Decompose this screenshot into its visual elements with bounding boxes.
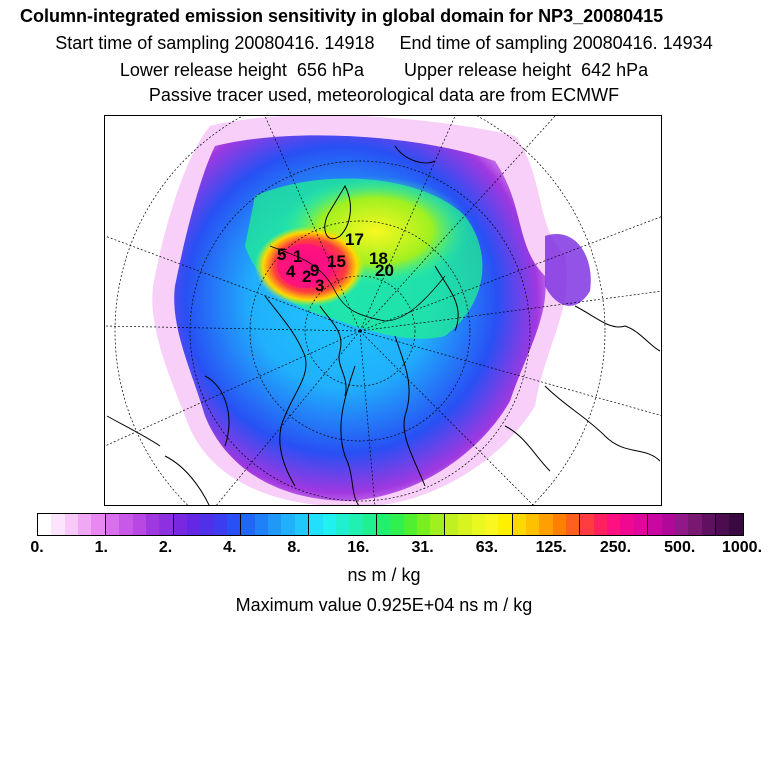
colorbar-swatch <box>633 514 649 535</box>
sensitivity-east-lobe <box>545 234 591 306</box>
colorbar-swatch <box>580 514 594 535</box>
colorbar-swatch <box>159 514 174 535</box>
sensitivity-max-core-inner <box>277 244 333 288</box>
colorbar-swatch <box>173 514 187 535</box>
colorbar-swatch <box>648 514 662 535</box>
colorbar-tick-label: 31. <box>411 539 434 556</box>
colorbar-swatch <box>105 514 120 535</box>
colorbar-swatch <box>729 514 743 535</box>
colorbar-swatch <box>701 514 716 535</box>
track-label: 15 <box>327 252 346 271</box>
colorbar-swatch <box>241 514 255 535</box>
graticule <box>105 116 661 505</box>
colorbar-swatch <box>674 514 689 535</box>
colorbar-swatch <box>78 514 92 535</box>
release-heights: Lower release height 656 hPa Upper relea… <box>119 60 649 80</box>
colorbar-swatch <box>349 514 363 535</box>
colorbar-tick-labels: 0. 1. 2. 4. 8. 16. 31. 63. 125. 250. 500. 1000. <box>0 539 768 559</box>
colorbar-swatch <box>715 514 730 535</box>
colorbar <box>37 513 744 536</box>
colorbar-tick-label: 63. <box>475 539 499 556</box>
maximum-value: Maximum value 0.925E+04 ns m / kg <box>235 595 533 615</box>
colorbar-swatch <box>145 514 160 535</box>
colorbar-swatch <box>254 514 269 535</box>
map-svg <box>105 116 661 505</box>
colorbar-swatch <box>417 514 431 535</box>
colorbar-swatch <box>227 514 242 535</box>
tracer-info: Passive tracer used, meteorological data… <box>148 85 620 105</box>
colorbar-swatch <box>309 514 323 535</box>
colorbar-swatch <box>403 514 418 535</box>
colorbar-swatch <box>186 514 201 535</box>
colorbar-swatch <box>294 514 310 535</box>
colorbar-swatch <box>444 514 459 535</box>
colorbar-swatch <box>64 514 79 535</box>
track-label: 1 <box>293 247 303 266</box>
track-label: 17 <box>345 230 364 249</box>
colorbar-tick-label: 4. <box>223 539 237 556</box>
track-label: 20 <box>375 261 394 280</box>
track-label: 4 <box>286 262 296 281</box>
colorbar-tick-label: 1. <box>94 539 108 556</box>
colorbar-tick-label: 500. <box>664 539 696 556</box>
colorbar-swatch <box>200 514 214 535</box>
track-label: 2 <box>302 267 312 286</box>
colorbar-swatch <box>688 514 702 535</box>
colorbar-swatch <box>119 514 133 535</box>
colorbar-swatch <box>362 514 377 535</box>
colorbar-swatch <box>91 514 106 535</box>
colorbar-tick-label: 1000. <box>721 539 763 556</box>
coastlines <box>106 145 661 505</box>
colorbar-swatch <box>471 514 485 535</box>
track-label: 18 <box>369 249 388 268</box>
track-label: 3 <box>315 276 325 295</box>
colorbar-swatch <box>566 514 581 535</box>
sampling-times: Start time of sampling 20080416. 14918 E… <box>55 33 713 53</box>
colorbar-swatch <box>213 514 228 535</box>
colorbar-swatch <box>620 514 634 535</box>
colorbar-swatch <box>38 514 52 535</box>
emission-sensitivity-map: 5 1 4 2 3 9 15 17 18 20 <box>104 115 662 506</box>
colorbar-swatch <box>268 514 282 535</box>
colorbar-tick-label: 0. <box>30 539 44 556</box>
colorbar-swatch <box>390 514 404 535</box>
track-label: 9 <box>310 261 320 280</box>
colorbar-swatch <box>539 514 553 535</box>
track-label: 5 <box>277 245 287 264</box>
colorbar-swatch <box>132 514 146 535</box>
colorbar-swatch <box>525 514 540 535</box>
colorbar-tick-label: 250. <box>599 539 632 556</box>
colorbar-swatch <box>281 514 295 535</box>
colorbar-swatch <box>661 514 675 535</box>
flight-track <box>269 245 446 322</box>
colorbar-swatch <box>430 514 445 535</box>
colorbar-swatch <box>512 514 526 535</box>
colorbar-swatch <box>458 514 472 535</box>
colorbar-tick-label: 8. <box>287 539 301 556</box>
colorbar-swatch <box>607 514 621 535</box>
colorbar-swatch <box>322 514 336 535</box>
colorbar-swatch <box>498 514 513 535</box>
colorbar-swatch <box>335 514 350 535</box>
plot-title: Column-integrated emission sensitivity i… <box>20 6 664 26</box>
colorbar-tick-label: 2. <box>158 539 173 556</box>
colorbar-tick-label: 125. <box>535 539 567 556</box>
colorbar-swatch <box>484 514 499 535</box>
colorbar-swatch <box>593 514 608 535</box>
colorbar-units: ns m / kg <box>347 565 421 585</box>
colorbar-swatch <box>552 514 567 535</box>
colorbar-swatch <box>376 514 391 535</box>
colorbar-tick-label: 16. <box>347 539 370 556</box>
colorbar-swatch <box>51 514 65 535</box>
